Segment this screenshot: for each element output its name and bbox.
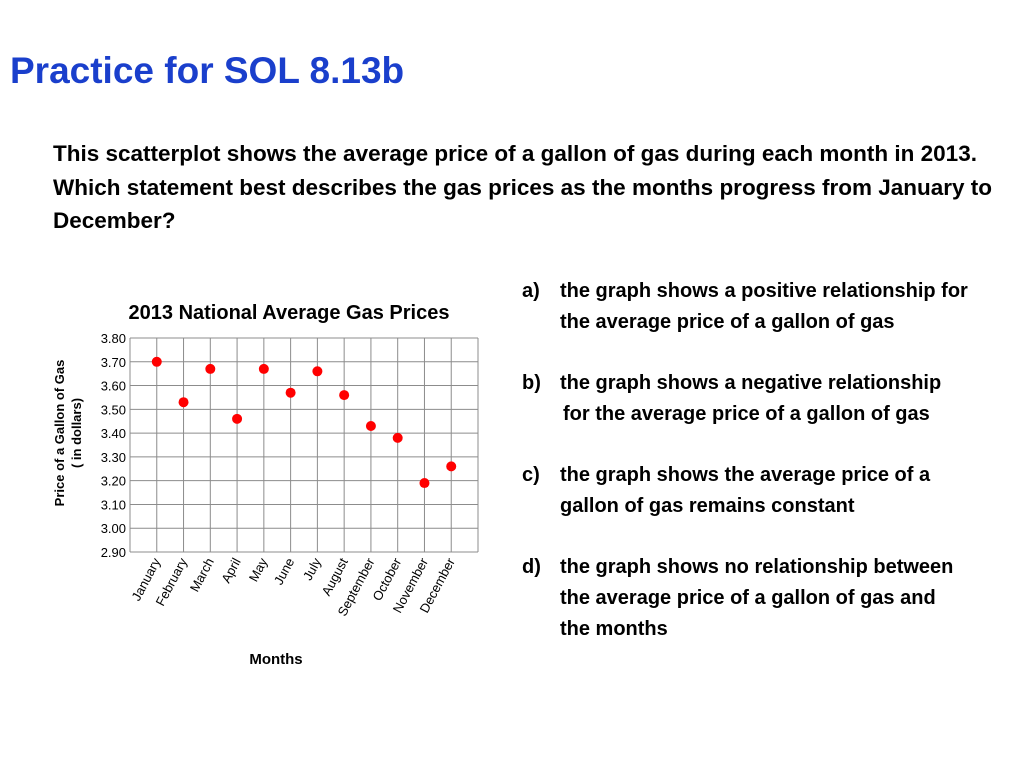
data-point [312,366,323,377]
chart-title: 2013 National Average Gas Prices [129,302,450,324]
data-point [232,413,243,424]
chart-svg: 2.90 3.00 3.10 3.20 3.30 3.40 3.50 3.60 3.70 3.80… [52,302,479,668]
answer-text-line: the graph shows no relationship between [560,556,954,578]
data-point [392,432,403,443]
y-axis-label-line2: ( in dollars) [69,398,84,468]
y-tick-label: 3.30 [101,450,126,465]
scatter-chart: 2.90 3.00 3.10 3.20 3.30 3.40 3.50 3.60 3.70 3.80… [0,290,520,690]
x-tick-label: July [300,555,324,583]
answer-choice-c[interactable]: c) the graph shows the average price of … [522,460,1022,522]
answer-text-line: the months [560,618,668,640]
data-point [178,397,189,408]
answer-letter: b) [522,372,541,394]
answer-text-line: the average price of a gallon of gas [560,311,895,333]
answer-text-line: the graph shows a negative relationship [560,372,942,394]
data-point [285,387,296,398]
answer-letter: d) [522,556,541,578]
y-tick-label: 3.50 [101,402,126,417]
data-point [419,478,430,489]
data-point [365,420,376,431]
x-tick-label: March [187,555,217,594]
y-tick-label: 3.80 [101,331,126,346]
answer-text-line: the average price of a gallon of gas and [560,587,936,609]
y-tick-label: 3.20 [101,474,126,489]
y-tick-label: 3.70 [101,355,126,370]
y-tick-label: 3.10 [101,497,126,512]
y-axis-label-line1: Price of a Gallon of Gas [52,360,67,507]
data-point [446,461,457,472]
y-tick-label: 3.60 [101,379,126,394]
x-tick-label: May [246,555,271,584]
answer-text-line: the graph shows a positive relationship … [560,280,968,302]
answer-choice-d[interactable]: d) the graph shows no relationship betwe… [522,552,1022,645]
answer-letter: a) [522,280,540,302]
y-tick-label: 3.40 [101,426,126,441]
data-point [151,356,162,367]
y-tick-label: 2.90 [101,545,126,560]
answer-text-line: gallon of gas remains constant [560,495,855,517]
answer-letter: c) [522,464,540,486]
x-tick-label: April [218,555,244,585]
data-point [258,363,269,374]
slide-title: Practice for SOL 8.13b [10,50,405,91]
answer-choices: a) the graph shows a positive relationsh… [522,276,1022,675]
question-text: This scatterplot shows the average price… [53,141,993,233]
answer-choice-b[interactable]: b) the graph shows a negative relationsh… [522,368,1022,430]
answer-text-line: for the average price of a gallon of gas [563,403,930,425]
x-tick-label: June [271,555,297,587]
y-tick-label: 3.00 [101,521,126,536]
x-axis-label: Months [249,651,302,668]
answer-text-line: the graph shows the average price of a [560,464,931,486]
data-point [339,390,350,401]
answer-choice-a[interactable]: a) the graph shows a positive relationsh… [522,276,1022,338]
data-point [205,363,216,374]
